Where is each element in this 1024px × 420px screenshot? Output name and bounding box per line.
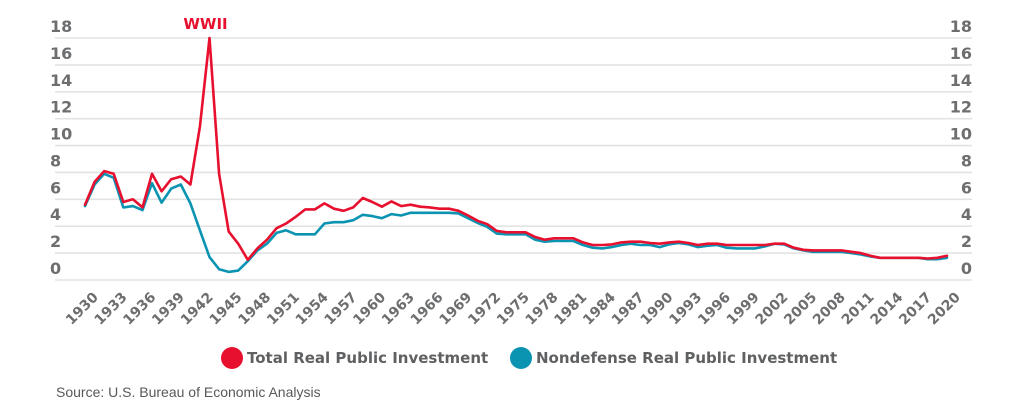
y-tick-right-16: 16 <box>950 44 972 63</box>
series-line-nondefense-real-public-investment <box>83 172 949 274</box>
y-tick-right-0: 0 <box>961 259 972 278</box>
y-tick-left-10: 10 <box>50 125 72 144</box>
legend-item-nondefense: Nondefense Real Public Investment <box>510 346 837 370</box>
source-note: Source: U.S. Bureau of Economic Analysis <box>56 384 321 400</box>
series-line-total-real-public-investment <box>83 36 949 262</box>
y-tick-left-6: 6 <box>50 178 61 197</box>
y-tick-right-4: 4 <box>961 205 972 224</box>
y-tick-right-6: 6 <box>961 178 972 197</box>
gridlines <box>55 37 972 281</box>
y-tick-left-2: 2 <box>50 232 61 251</box>
y-tick-right-2: 2 <box>961 232 972 251</box>
y-tick-left-16: 16 <box>50 44 72 63</box>
y-tick-left-14: 14 <box>50 71 72 90</box>
y-tick-left-8: 8 <box>50 151 61 170</box>
annotation-wwii: WWII <box>183 15 227 33</box>
x-axis: 1930193319361939194219451948195119541957… <box>63 289 964 328</box>
y-tick-right-18: 18 <box>950 17 972 36</box>
y-axis-left: 0 2 4 6 8 10 12 14 16 18 <box>50 17 72 278</box>
y-tick-left-12: 12 <box>50 98 72 117</box>
y-tick-right-10: 10 <box>950 125 972 144</box>
legend-item-total: Total Real Public Investment <box>221 346 488 370</box>
y-tick-right-8: 8 <box>961 151 972 170</box>
y-tick-left-18: 18 <box>50 17 72 36</box>
legend-label-total: Total Real Public Investment <box>247 349 489 367</box>
series-lines <box>83 36 949 274</box>
y-tick-left-4: 4 <box>50 205 61 224</box>
annotations: WWII <box>183 15 227 33</box>
y-tick-right-12: 12 <box>950 98 972 117</box>
legend-swatch-nondefense <box>510 347 532 369</box>
x-tick-2020: 2020 <box>925 289 964 328</box>
y-tick-right-14: 14 <box>950 71 972 90</box>
legend-label-nondefense: Nondefense Real Public Investment <box>536 349 838 367</box>
legend-swatch-total <box>221 347 243 369</box>
y-axis-right: 0 2 4 6 8 10 12 14 16 18 <box>950 17 972 278</box>
y-tick-left-0: 0 <box>50 259 61 278</box>
